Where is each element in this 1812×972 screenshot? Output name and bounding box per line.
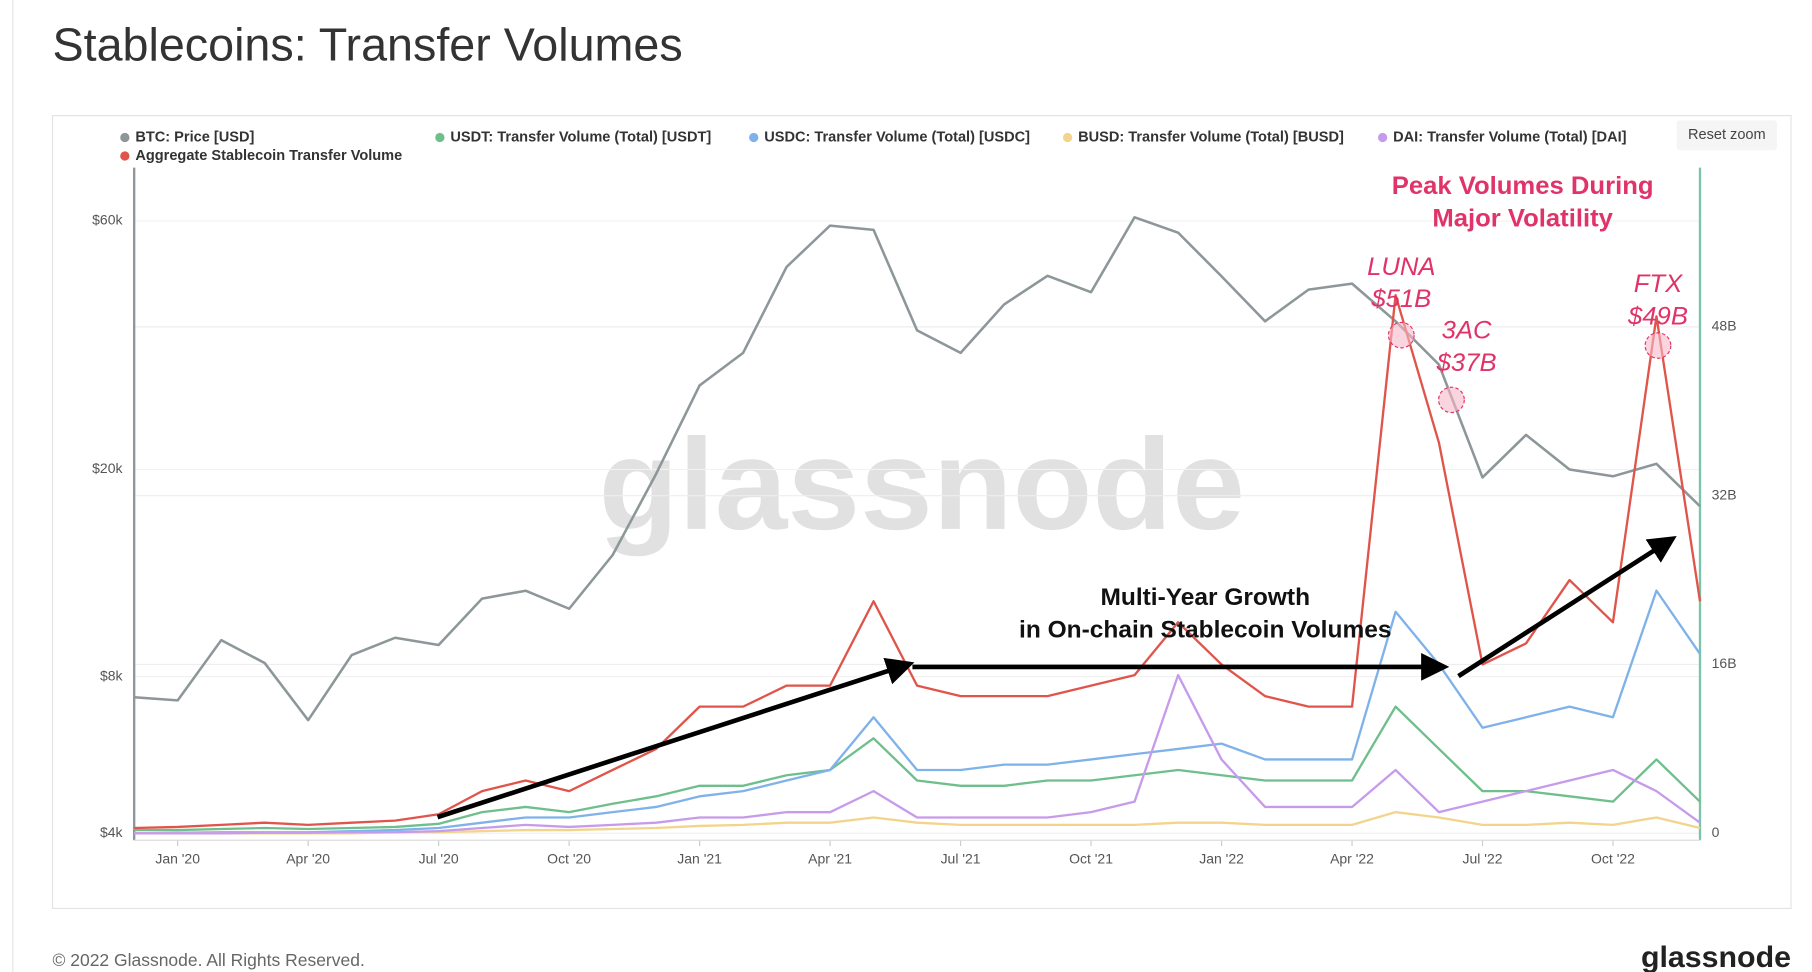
x-tick-label: Jul '22 — [1463, 851, 1503, 867]
legend-label: Aggregate Stablecoin Transfer Volume — [135, 148, 402, 164]
annotation: Major Volatility — [1432, 204, 1613, 232]
watermark: glassnode — [599, 411, 1245, 556]
y-tick-label: $60k — [92, 212, 122, 228]
legend-label: DAI: Transfer Volume (Total) [DAI] — [1393, 129, 1627, 145]
annotations: Peak Volumes During Major Volatility LUNA $… — [436, 172, 1688, 820]
reset-zoom-button[interactable] — [1676, 120, 1777, 151]
y2-tick-label: 16B — [1712, 655, 1737, 671]
annotation: Peak Volumes During — [1392, 172, 1654, 200]
x-tick-label: Jul '21 — [941, 851, 981, 867]
legend-marker — [1062, 132, 1073, 143]
series-line — [134, 705, 1701, 832]
annotation: in On-chain Stablecoin Volumes — [1019, 617, 1391, 644]
x-tick-label: Apr '20 — [286, 851, 330, 867]
y-tick-label: $4k — [100, 824, 123, 840]
legend-marker — [120, 151, 130, 161]
legend-marker — [120, 132, 130, 143]
legend-label: BTC: Price [USD] — [135, 129, 254, 145]
series-line — [134, 216, 1701, 722]
y-tick-label: $8k — [100, 667, 123, 683]
y2-tick-label: 0 — [1712, 824, 1720, 840]
legend-marker — [1377, 132, 1388, 143]
copyright: © 2022 Glassnode. All Rights Reserved. — [53, 950, 365, 970]
peak-marker — [1438, 386, 1465, 414]
peak-marker — [1644, 332, 1672, 359]
annotation: $49B — [1627, 303, 1688, 331]
x-tick-label: Jan '21 — [677, 851, 722, 867]
logo: glassnode — [1641, 941, 1791, 972]
legend-label: USDC: Transfer Volume (Total) [USDC] — [764, 129, 1030, 145]
x-tick-label: Oct '21 — [1069, 851, 1113, 867]
x-tick-label: Apr '21 — [808, 851, 852, 867]
x-tick-label: Oct '22 — [1591, 851, 1635, 867]
y2-tick-label: 48B — [1712, 318, 1737, 334]
y2-tick-label: 32B — [1712, 486, 1737, 502]
annotation: Multi-Year Growth — [1101, 584, 1311, 611]
annotation: $37B — [1436, 349, 1497, 377]
chart-frame — [51, 114, 1792, 910]
page-title: Stablecoins: Transfer Volumes — [53, 19, 683, 71]
legend-marker — [749, 132, 759, 143]
x-tick-label: Oct '20 — [547, 851, 591, 867]
annotation: LUNA — [1367, 253, 1435, 281]
x-tick-label: Jan '22 — [1199, 851, 1244, 867]
arrow — [436, 657, 915, 820]
series-line — [134, 294, 1702, 830]
x-tick-label: Jul '20 — [419, 851, 459, 867]
y-tick-label: $20k — [92, 460, 122, 476]
legend-marker — [435, 132, 445, 143]
x-tick-label: Jan '20 — [155, 851, 200, 867]
annotation: FTX — [1634, 270, 1683, 298]
reset-zoom-label[interactable]: Reset zoom — [1688, 127, 1766, 143]
peak-marker — [1387, 321, 1415, 349]
series-line — [134, 673, 1701, 835]
x-tick-label: Apr '22 — [1330, 851, 1374, 867]
annotation: $51B — [1370, 285, 1431, 313]
legend-label: USDT: Transfer Volume (Total) [USDT] — [450, 129, 711, 145]
legend-label: BUSD: Transfer Volume (Total) [BUSD] — [1078, 129, 1344, 145]
arrow — [1457, 535, 1677, 679]
annotation: 3AC — [1442, 317, 1492, 345]
